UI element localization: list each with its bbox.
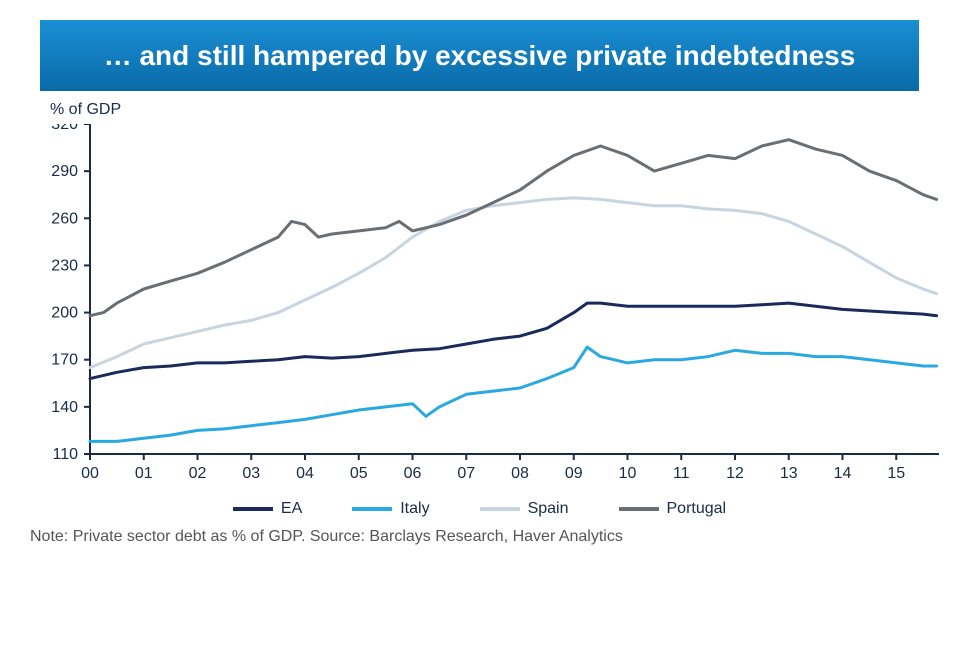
svg-text:04: 04 xyxy=(296,465,314,482)
svg-text:200: 200 xyxy=(51,305,78,322)
legend-swatch xyxy=(480,507,520,511)
legend-swatch xyxy=(352,507,392,511)
svg-text:03: 03 xyxy=(242,465,260,482)
chart-title: … and still hampered by excessive privat… xyxy=(40,20,919,91)
svg-text:01: 01 xyxy=(135,465,153,482)
svg-text:290: 290 xyxy=(51,163,78,180)
svg-text:140: 140 xyxy=(51,399,78,416)
svg-text:05: 05 xyxy=(350,465,368,482)
svg-text:230: 230 xyxy=(51,257,78,274)
svg-text:02: 02 xyxy=(189,465,207,482)
svg-text:10: 10 xyxy=(619,465,637,482)
line-chart: 110 140 170 200 230 260 290 320 00 01 02 03 04 05 06 07… xyxy=(20,124,939,494)
legend-swatch xyxy=(619,507,659,511)
svg-text:07: 07 xyxy=(457,465,475,482)
svg-text:110: 110 xyxy=(52,446,78,463)
chart-area: % of GDP 110 140 170 200 230 260 290 320 00 01 02 0… xyxy=(20,101,939,518)
source-note: Note: Private sector debt as % of GDP. S… xyxy=(30,528,929,546)
legend-item: Spain xyxy=(480,500,569,518)
svg-text:14: 14 xyxy=(834,465,852,482)
svg-text:320: 320 xyxy=(51,124,78,133)
legend-label: EA xyxy=(281,500,302,518)
svg-text:170: 170 xyxy=(51,352,78,369)
legend-label: Italy xyxy=(400,500,429,518)
svg-text:13: 13 xyxy=(780,465,798,482)
legend-label: Portugal xyxy=(667,500,727,518)
legend-item: EA xyxy=(233,500,302,518)
svg-text:11: 11 xyxy=(673,465,690,482)
svg-text:06: 06 xyxy=(404,465,422,482)
legend: EA Italy Spain Portugal xyxy=(20,500,939,518)
legend-item: Italy xyxy=(352,500,429,518)
svg-text:260: 260 xyxy=(51,210,78,227)
svg-text:00: 00 xyxy=(81,465,99,482)
svg-text:12: 12 xyxy=(726,465,744,482)
legend-item: Portugal xyxy=(619,500,727,518)
svg-text:09: 09 xyxy=(565,465,583,482)
legend-label: Spain xyxy=(528,500,569,518)
svg-text:15: 15 xyxy=(887,465,905,482)
y-axis-label: % of GDP xyxy=(50,101,939,119)
svg-text:08: 08 xyxy=(511,465,529,482)
legend-swatch xyxy=(233,507,273,511)
